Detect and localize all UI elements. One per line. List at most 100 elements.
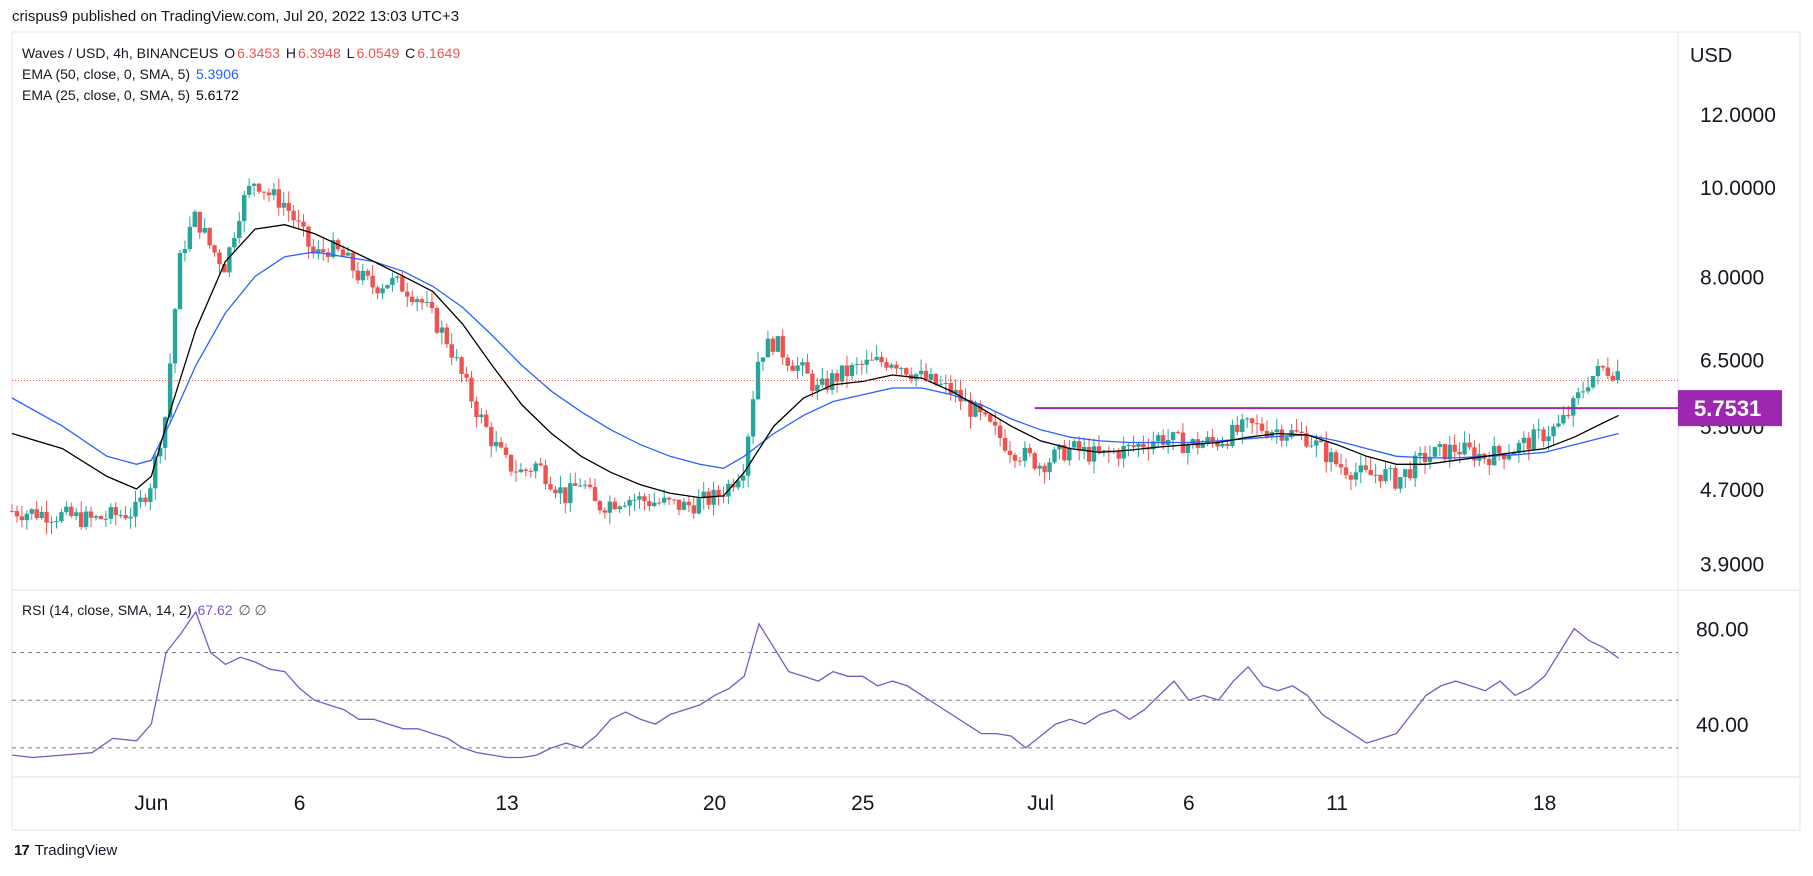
candle-body <box>1467 442 1472 448</box>
candle <box>405 282 410 307</box>
candle-body <box>1249 418 1255 424</box>
candle <box>237 212 242 244</box>
candle-body <box>829 373 835 390</box>
candle <box>24 510 30 530</box>
candle-body <box>894 364 899 369</box>
candle-body <box>1057 444 1062 450</box>
candle <box>1531 423 1536 450</box>
candle <box>350 250 356 279</box>
candle-body <box>992 421 998 426</box>
candle <box>577 478 583 487</box>
candle-body <box>1136 443 1141 447</box>
candle-body <box>1343 467 1349 476</box>
candle-body <box>138 497 143 502</box>
candle <box>899 366 904 377</box>
legend-h-key: H <box>285 45 296 61</box>
candle-body <box>1022 447 1028 461</box>
candle-body <box>834 373 840 382</box>
candle-body <box>760 357 766 362</box>
candle <box>780 329 785 365</box>
candle <box>1195 431 1200 455</box>
candle <box>59 508 64 524</box>
candle <box>207 227 212 249</box>
candle <box>582 480 588 490</box>
candle <box>558 475 563 504</box>
candle-body <box>128 516 133 519</box>
footer-brand[interactable]: 17 TradingView <box>14 842 117 859</box>
candle-body <box>340 249 346 256</box>
candle <box>1417 446 1423 466</box>
candle-body <box>1590 375 1596 388</box>
candle <box>1141 435 1146 454</box>
time-tick-label: 11 <box>1326 792 1348 815</box>
candle-body <box>973 403 978 417</box>
candle-body <box>9 510 15 512</box>
candle-body <box>938 383 944 385</box>
candle <box>1027 443 1032 457</box>
candle <box>800 358 805 377</box>
candle <box>64 501 69 515</box>
candle <box>1269 429 1275 441</box>
candle <box>538 457 543 467</box>
candle-body <box>360 270 365 281</box>
candle-body <box>711 489 716 505</box>
candle-body <box>523 469 529 471</box>
candle-body <box>1427 456 1433 463</box>
candle-body <box>400 276 405 292</box>
candle <box>464 366 469 382</box>
legend-close: 6.1649 <box>417 45 461 61</box>
candle-body <box>928 373 934 380</box>
candle <box>83 505 89 530</box>
candle <box>612 497 617 511</box>
candle-body <box>232 237 237 248</box>
candle <box>1156 432 1161 447</box>
candle <box>750 390 756 445</box>
candle-body <box>1595 365 1601 376</box>
candle-body <box>1185 445 1191 454</box>
time-tick-label: 20 <box>703 792 726 815</box>
candle <box>1121 436 1126 468</box>
candle <box>177 249 183 310</box>
candle <box>29 508 34 520</box>
rsi-line <box>11 610 1620 759</box>
legend-open: 6.3453 <box>237 45 280 61</box>
candle-body <box>1363 465 1368 470</box>
candle-body <box>49 521 54 523</box>
candle-body <box>365 270 370 276</box>
candle <box>390 272 395 292</box>
candle-body <box>118 515 123 517</box>
candle-body <box>29 509 34 514</box>
candle-body <box>474 401 479 418</box>
candle <box>1536 418 1541 439</box>
candle <box>775 335 781 353</box>
candle-body <box>1160 435 1166 445</box>
candle-body <box>24 513 30 521</box>
candle <box>632 493 637 511</box>
candle <box>355 261 361 284</box>
candle-body <box>1432 447 1438 457</box>
candle-body <box>370 275 375 288</box>
candle <box>133 490 138 528</box>
candle-body <box>256 183 262 192</box>
candle <box>652 492 657 508</box>
candle <box>1324 431 1329 473</box>
candle-body <box>745 436 751 476</box>
candle <box>864 349 869 374</box>
candle-body <box>1501 453 1507 460</box>
candle <box>592 478 598 502</box>
candle-body <box>825 378 830 390</box>
candle-body <box>14 511 20 517</box>
candle <box>1571 395 1576 427</box>
candle <box>1299 421 1304 441</box>
candle-body <box>1472 447 1477 461</box>
candle-body <box>158 447 163 457</box>
candle <box>1289 423 1294 440</box>
candle-body <box>1516 442 1522 453</box>
candle-body <box>133 501 138 517</box>
candle-body <box>632 499 637 501</box>
candle-body <box>1086 446 1092 462</box>
candle <box>1556 414 1561 428</box>
candle-body <box>1585 387 1591 392</box>
candle-body <box>251 183 257 186</box>
